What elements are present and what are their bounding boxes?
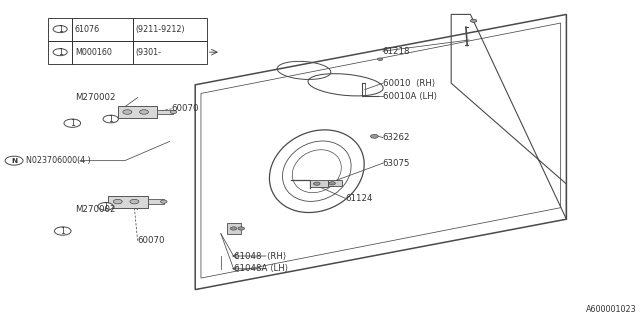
Text: 1: 1	[60, 227, 65, 236]
Circle shape	[130, 199, 139, 204]
Bar	[48, 18, 72, 41]
Text: N023706000(4 ): N023706000(4 )	[26, 156, 90, 165]
Text: M000160: M000160	[75, 48, 112, 57]
Text: (9301-: (9301-	[136, 48, 162, 57]
Bar	[157, 110, 173, 114]
Bar	[148, 199, 164, 204]
Text: 1: 1	[70, 119, 75, 128]
Text: 60070: 60070	[172, 104, 199, 113]
Bar	[48, 41, 72, 64]
Text: 63262: 63262	[383, 133, 410, 142]
Text: N: N	[11, 158, 17, 164]
Circle shape	[140, 110, 148, 114]
Circle shape	[123, 110, 132, 114]
Circle shape	[170, 110, 177, 114]
Text: 61124: 61124	[346, 194, 373, 203]
Circle shape	[53, 49, 67, 56]
Text: A600001023: A600001023	[586, 305, 637, 314]
Circle shape	[98, 203, 113, 210]
Text: 63075: 63075	[383, 159, 410, 168]
Circle shape	[103, 115, 118, 123]
Text: 1: 1	[103, 202, 108, 211]
Text: (9211-9212): (9211-9212)	[136, 25, 186, 34]
Circle shape	[314, 182, 320, 185]
Bar	[118, 106, 157, 118]
Bar	[133, 18, 207, 41]
Text: 61048A ⟨LH⟩: 61048A ⟨LH⟩	[234, 264, 288, 273]
Text: 60010A ⟨LH⟩: 60010A ⟨LH⟩	[383, 92, 437, 100]
Text: 1: 1	[58, 25, 63, 34]
Circle shape	[371, 134, 378, 138]
Text: 1: 1	[58, 48, 63, 57]
Circle shape	[230, 227, 237, 230]
Circle shape	[5, 156, 23, 165]
Circle shape	[329, 182, 335, 185]
Text: 60010  ⟨RH⟩: 60010 ⟨RH⟩	[383, 79, 435, 88]
Text: 1: 1	[108, 115, 113, 124]
Circle shape	[54, 227, 71, 235]
Circle shape	[113, 199, 122, 204]
Text: 60070: 60070	[138, 236, 165, 245]
Bar	[72, 18, 133, 41]
Text: 61076: 61076	[75, 25, 100, 34]
Bar	[133, 41, 207, 64]
Circle shape	[53, 26, 67, 33]
Text: 61048  ⟨RH⟩: 61048 ⟨RH⟩	[234, 252, 286, 260]
Circle shape	[161, 200, 167, 203]
Circle shape	[470, 19, 477, 22]
Circle shape	[64, 119, 81, 127]
Bar	[72, 41, 133, 64]
Circle shape	[238, 227, 244, 230]
Text: M270002: M270002	[76, 205, 116, 214]
Bar	[310, 180, 328, 187]
Bar	[227, 223, 241, 234]
Circle shape	[378, 58, 383, 60]
Bar	[108, 196, 148, 208]
Text: 61218: 61218	[383, 47, 410, 56]
Text: M270002: M270002	[76, 93, 116, 102]
Bar	[328, 180, 342, 186]
